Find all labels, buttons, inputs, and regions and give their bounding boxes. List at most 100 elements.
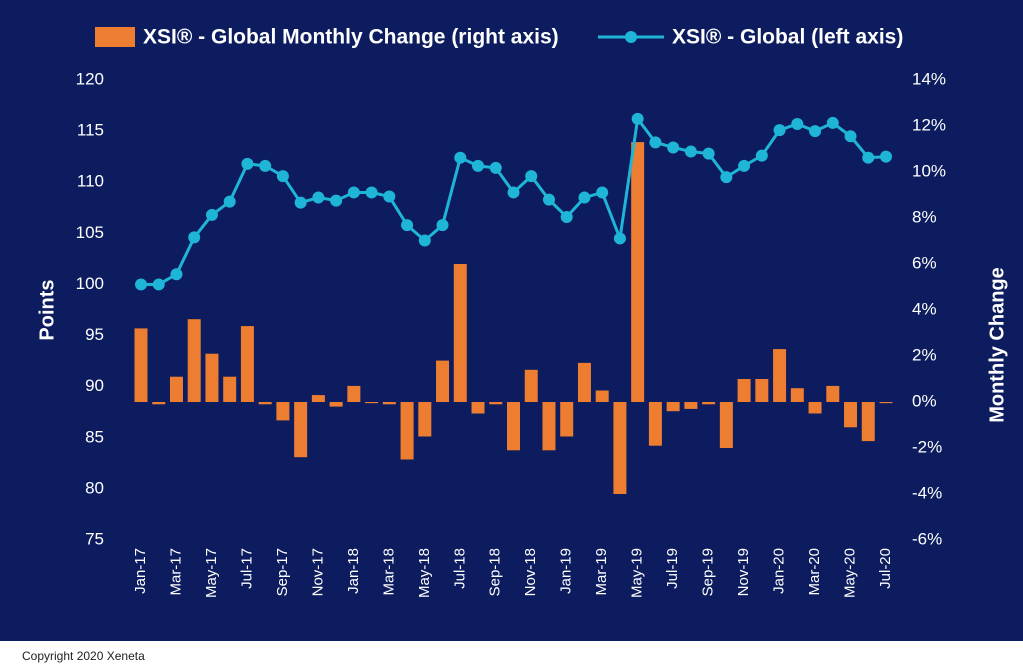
line-marker bbox=[276, 170, 289, 183]
bar bbox=[577, 362, 591, 402]
legend-label: XSI® - Global (left axis) bbox=[672, 26, 903, 49]
y2-tick-label: 10% bbox=[912, 161, 946, 180]
x-tick-label: Jul-19 bbox=[664, 548, 681, 589]
x-tick-label: Sep-19 bbox=[700, 548, 717, 596]
x-tick-label: May-20 bbox=[841, 548, 858, 598]
line-marker bbox=[542, 193, 555, 206]
line-marker bbox=[773, 124, 786, 137]
bar bbox=[152, 402, 166, 405]
x-tick-label: Jan-17 bbox=[132, 548, 149, 594]
bar bbox=[737, 379, 751, 402]
x-tick-label: Mar-19 bbox=[593, 548, 610, 596]
line-marker bbox=[152, 278, 165, 291]
bar bbox=[240, 326, 254, 402]
bar bbox=[861, 402, 875, 442]
y-tick-label: 100 bbox=[76, 274, 104, 293]
bar bbox=[258, 402, 272, 405]
y2-tick-label: -6% bbox=[912, 529, 942, 548]
bar bbox=[790, 388, 804, 402]
line-marker bbox=[436, 219, 449, 232]
x-tick-label: Jan-18 bbox=[345, 548, 362, 594]
bar bbox=[329, 402, 343, 407]
bar bbox=[471, 402, 485, 414]
y2-tick-label: -2% bbox=[912, 437, 942, 456]
y-tick-label: 80 bbox=[85, 478, 104, 497]
line-marker bbox=[844, 130, 857, 143]
line-marker bbox=[205, 208, 218, 221]
bar bbox=[489, 402, 503, 405]
x-tick-label: Sep-18 bbox=[487, 548, 504, 596]
bar bbox=[879, 402, 893, 404]
line-marker bbox=[578, 191, 591, 204]
line-marker bbox=[631, 112, 644, 125]
line-marker bbox=[294, 196, 307, 209]
line-marker bbox=[880, 150, 892, 163]
bar bbox=[631, 142, 645, 402]
x-tick-label: May-17 bbox=[203, 548, 220, 598]
y2-tick-label: 12% bbox=[912, 115, 946, 134]
line-marker bbox=[791, 117, 804, 130]
line-marker bbox=[135, 278, 147, 291]
line-marker bbox=[702, 147, 715, 160]
bar bbox=[666, 402, 680, 412]
line-marker bbox=[223, 195, 236, 208]
y2-tick-label: 14% bbox=[912, 69, 946, 88]
line-marker bbox=[365, 186, 378, 199]
bar bbox=[719, 402, 733, 448]
bar bbox=[684, 402, 698, 409]
line-marker bbox=[170, 268, 183, 281]
copyright: Copyright 2020 Xeneta bbox=[22, 649, 145, 663]
bar bbox=[382, 402, 396, 405]
line-marker bbox=[720, 171, 733, 184]
bar bbox=[648, 402, 662, 446]
bar bbox=[187, 319, 201, 402]
y-tick-label: 115 bbox=[77, 121, 104, 140]
line-marker bbox=[489, 161, 502, 174]
line-marker bbox=[862, 151, 875, 164]
x-tick-label: Mar-17 bbox=[167, 548, 184, 596]
line-marker bbox=[738, 159, 751, 172]
line-marker bbox=[330, 194, 343, 207]
bar bbox=[276, 402, 290, 421]
bar bbox=[134, 328, 148, 402]
legend-label: XSI® - Global Monthly Change (right axis… bbox=[143, 26, 559, 49]
y2-tick-label: 4% bbox=[912, 299, 937, 318]
x-tick-label: Nov-18 bbox=[522, 548, 539, 596]
x-tick-label: Jul-18 bbox=[451, 548, 468, 589]
x-tick-label: Sep-17 bbox=[274, 548, 291, 596]
bar bbox=[223, 376, 237, 402]
bar bbox=[595, 390, 609, 402]
line-marker bbox=[241, 157, 254, 170]
bar bbox=[400, 402, 414, 460]
line-marker bbox=[472, 159, 485, 172]
bar bbox=[560, 402, 574, 437]
bar bbox=[294, 402, 308, 458]
bar bbox=[844, 402, 858, 428]
bar bbox=[436, 360, 450, 402]
line-marker bbox=[809, 125, 822, 138]
bar bbox=[169, 376, 183, 402]
line-marker bbox=[454, 151, 467, 164]
x-tick-label: Mar-18 bbox=[380, 548, 397, 596]
bar bbox=[773, 349, 787, 402]
y-tick-label: 105 bbox=[76, 223, 104, 242]
line-marker bbox=[755, 149, 768, 162]
y2-axis-title: Monthly Change bbox=[986, 267, 1008, 423]
line-marker bbox=[596, 186, 609, 199]
y-tick-label: 110 bbox=[77, 172, 104, 191]
bar bbox=[613, 402, 627, 494]
line-marker bbox=[649, 136, 662, 149]
bar bbox=[702, 402, 716, 405]
x-tick-label: Jul-20 bbox=[877, 548, 894, 589]
y-axis-title: Points bbox=[36, 279, 58, 340]
legend-swatch bbox=[95, 27, 135, 47]
y-tick-label: 90 bbox=[85, 376, 104, 395]
y-tick-label: 85 bbox=[85, 427, 104, 446]
line-marker bbox=[613, 232, 626, 245]
x-tick-label: Jan-19 bbox=[558, 548, 575, 594]
chart-background bbox=[0, 0, 1023, 641]
line-marker bbox=[312, 191, 325, 204]
bar bbox=[808, 402, 822, 414]
x-tick-label: Mar-20 bbox=[806, 548, 823, 596]
